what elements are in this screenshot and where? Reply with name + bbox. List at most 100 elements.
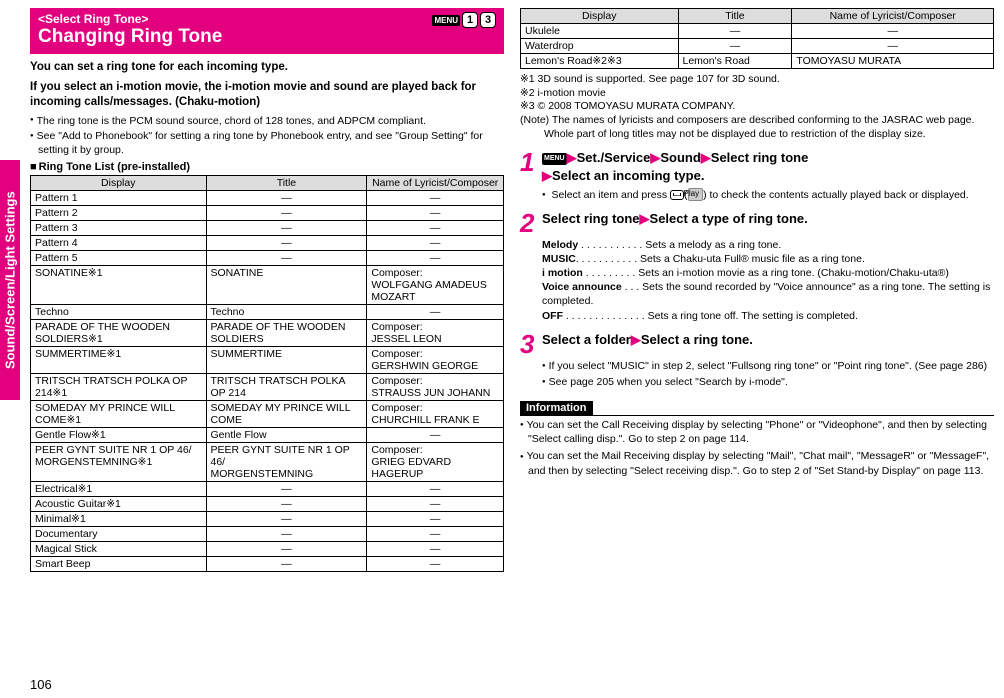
table-cell: —: [206, 512, 367, 527]
table-cell: SONATINE※1: [31, 266, 207, 305]
table-row: Pattern 3——: [31, 221, 504, 236]
table-cell: PARADE OF THE WOODEN SOLDIERS※1: [31, 320, 207, 347]
table-cell: TOMOYASU MURATA: [792, 54, 994, 69]
shortcut-digit-2: 3: [480, 12, 496, 28]
table-cell: —: [206, 542, 367, 557]
table-row: Lemon's Road※2※3Lemon's RoadTOMOYASU MUR…: [521, 54, 994, 69]
table-cell: —: [367, 557, 504, 572]
information-body: You can set the Call Receiving display b…: [520, 415, 994, 478]
table-cell: Magical Stick: [31, 542, 207, 557]
option-line: i motion . . . . . . . . . Sets an i-mot…: [542, 266, 994, 280]
table-cell: —: [367, 305, 504, 320]
shortcut-digit-1: 1: [462, 12, 478, 28]
table-row: Magical Stick——: [31, 542, 504, 557]
header-title: Changing Ring Tone: [38, 26, 496, 48]
table-cell: Lemon's Road※2※3: [521, 54, 679, 69]
table-row: SUMMERTIME※1SUMMERTIMEComposer:GERSHWIN …: [31, 347, 504, 374]
section-header: <Select Ring Tone> Changing Ring Tone ME…: [30, 8, 504, 54]
table-cell: SUMMERTIME: [206, 347, 367, 374]
option-line: MUSIC. . . . . . . . . . . Sets a Chaku-…: [542, 252, 994, 266]
table-cell: —: [678, 39, 792, 54]
table-cell: Composer:GRIEG EDVARD HAGERUP: [367, 443, 504, 482]
table-cell: —: [367, 236, 504, 251]
table-cell: —: [678, 24, 792, 39]
table-cell: SOMEDAY MY PRINCE WILL COME: [206, 401, 367, 428]
left-column: <Select Ring Tone> Changing Ring Tone ME…: [30, 8, 504, 572]
ringtone-table-1: Display Title Name of Lyricist/Composer …: [30, 175, 504, 572]
table-cell: Pattern 4: [31, 236, 207, 251]
info-item: You can set the Call Receiving display b…: [520, 418, 994, 446]
table-row: TechnoTechno—: [31, 305, 504, 320]
table-row: Pattern 2——: [31, 206, 504, 221]
table-cell: Lemon's Road: [678, 54, 792, 69]
step-2-options: Melody . . . . . . . . . . . Sets a melo…: [520, 238, 994, 323]
th-title: Title: [206, 176, 367, 191]
table-cell: —: [367, 512, 504, 527]
table-cell: Acoustic Guitar※1: [31, 497, 207, 512]
table-cell: Techno: [31, 305, 207, 320]
th-title: Title: [678, 9, 792, 24]
step-body: MENU▶Set./Service▶Sound▶Select ring tone…: [542, 149, 994, 185]
table-cell: —: [792, 24, 994, 39]
step-sub: If you select "MUSIC" in step 2, select …: [520, 359, 994, 373]
table-row: Gentle Flow※1Gentle Flow—: [31, 428, 504, 443]
table-row: Pattern 4——: [31, 236, 504, 251]
intro-bullet: The ring tone is the PCM sound source, c…: [30, 115, 504, 129]
step-sub: See page 205 when you select "Search by …: [520, 375, 994, 389]
table-cell: —: [206, 221, 367, 236]
information-heading: Information: [520, 401, 593, 415]
table-row: Minimal※1——: [31, 512, 504, 527]
table-cell: —: [367, 497, 504, 512]
table-cell: Pattern 2: [31, 206, 207, 221]
table-cell: Ukulele: [521, 24, 679, 39]
table-row: PARADE OF THE WOODEN SOLDIERS※1PARADE OF…: [31, 320, 504, 347]
table-row: Pattern 1——: [31, 191, 504, 206]
table-cell: TRITSCH TRATSCH POLKA OP 214: [206, 374, 367, 401]
page-content: <Select Ring Tone> Changing Ring Tone ME…: [0, 0, 1004, 580]
footnote: (Note) The names of lyricists and compos…: [520, 114, 994, 141]
table-cell: PARADE OF THE WOODEN SOLDIERS: [206, 320, 367, 347]
th-composer: Name of Lyricist/Composer: [367, 176, 504, 191]
footnote: ※3 © 2008 TOMOYASU MURATA COMPANY.: [520, 100, 994, 114]
intro-line-1: You can set a ring tone for each incomin…: [30, 60, 504, 76]
ringtone-table-2: Display Title Name of Lyricist/Composer …: [520, 8, 994, 69]
header-shortcut: MENU 1 3: [432, 12, 496, 28]
header-breadcrumb: <Select Ring Tone>: [38, 12, 496, 26]
table-cell: —: [367, 206, 504, 221]
table-row: Pattern 5——: [31, 251, 504, 266]
step-number-icon: 1: [520, 149, 538, 175]
table-row: Acoustic Guitar※1——: [31, 497, 504, 512]
table-row: SOMEDAY MY PRINCE WILL COME※1SOMEDAY MY …: [31, 401, 504, 428]
side-tab: Sound/Screen/Light Settings: [0, 160, 20, 400]
table-cell: —: [206, 206, 367, 221]
table-cell: —: [206, 557, 367, 572]
step-body: Select ring tone▶Select a type of ring t…: [542, 210, 994, 228]
table-cell: Composer:GERSHWIN GEORGE: [367, 347, 504, 374]
step-number-icon: 3: [520, 331, 538, 357]
table-cell: Waterdrop: [521, 39, 679, 54]
step-sub-text-2: to check the contents actually played ba…: [707, 189, 969, 201]
table-row: Electrical※1——: [31, 482, 504, 497]
mail-icon: [670, 190, 684, 200]
table-cell: —: [367, 428, 504, 443]
info-item: You can set the Mail Receiving display b…: [520, 449, 994, 477]
table-cell: Composer:CHURCHILL FRANK E: [367, 401, 504, 428]
option-line: OFF . . . . . . . . . . . . . . Sets a r…: [542, 309, 994, 323]
th-display: Display: [521, 9, 679, 24]
table-cell: —: [367, 482, 504, 497]
play-badge-icon: Play: [688, 188, 704, 201]
table-cell: Electrical※1: [31, 482, 207, 497]
table-cell: SONATINE: [206, 266, 367, 305]
table-cell: Smart Beep: [31, 557, 207, 572]
table-row: PEER GYNT SUITE NR 1 OP 46/MORGENSTEMNIN…: [31, 443, 504, 482]
table-row: Ukulele——: [521, 24, 994, 39]
option-line: Voice announce . . . Sets the sound reco…: [542, 280, 994, 308]
page-number: 106: [30, 677, 52, 692]
table-cell: Minimal※1: [31, 512, 207, 527]
table-cell: Composer:WOLFGANG AMADEUS MOZART: [367, 266, 504, 305]
th-display: Display: [31, 176, 207, 191]
footnotes: ※1 3D sound is supported. See page 107 f…: [520, 73, 994, 141]
table-cell: Composer:STRAUSS JUN JOHANN: [367, 374, 504, 401]
right-column: Display Title Name of Lyricist/Composer …: [520, 8, 994, 572]
table-cell: Pattern 5: [31, 251, 207, 266]
